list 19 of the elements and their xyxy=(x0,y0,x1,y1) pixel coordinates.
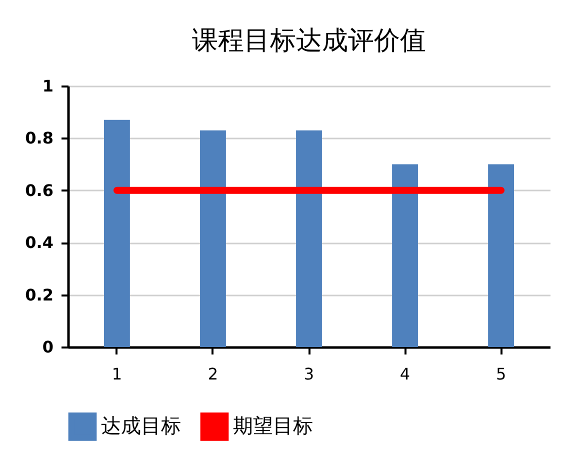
bar xyxy=(296,130,322,347)
x-tick-label: 3 xyxy=(304,364,314,384)
bar xyxy=(200,130,226,347)
x-tick-label: 4 xyxy=(400,364,410,384)
chart-title: 课程目标达成评价值 xyxy=(192,26,426,56)
bar xyxy=(392,164,418,347)
y-tick-label: 0.4 xyxy=(25,233,54,252)
y-tick-label: 0.2 xyxy=(25,285,54,304)
x-tick-label: 1 xyxy=(112,364,122,384)
y-tick-label: 0.6 xyxy=(25,180,54,200)
x-tick-label: 5 xyxy=(496,364,506,384)
y-tick-label: 0 xyxy=(42,338,54,356)
y-tick-label: 0.8 xyxy=(25,128,54,148)
y-tick-label: 1 xyxy=(42,76,54,96)
x-tick-label: 2 xyxy=(208,364,218,384)
bar xyxy=(104,120,130,347)
legend-label: 达成目标 xyxy=(101,414,181,438)
bar xyxy=(488,164,514,347)
legend-label: 期望目标 xyxy=(233,414,313,438)
